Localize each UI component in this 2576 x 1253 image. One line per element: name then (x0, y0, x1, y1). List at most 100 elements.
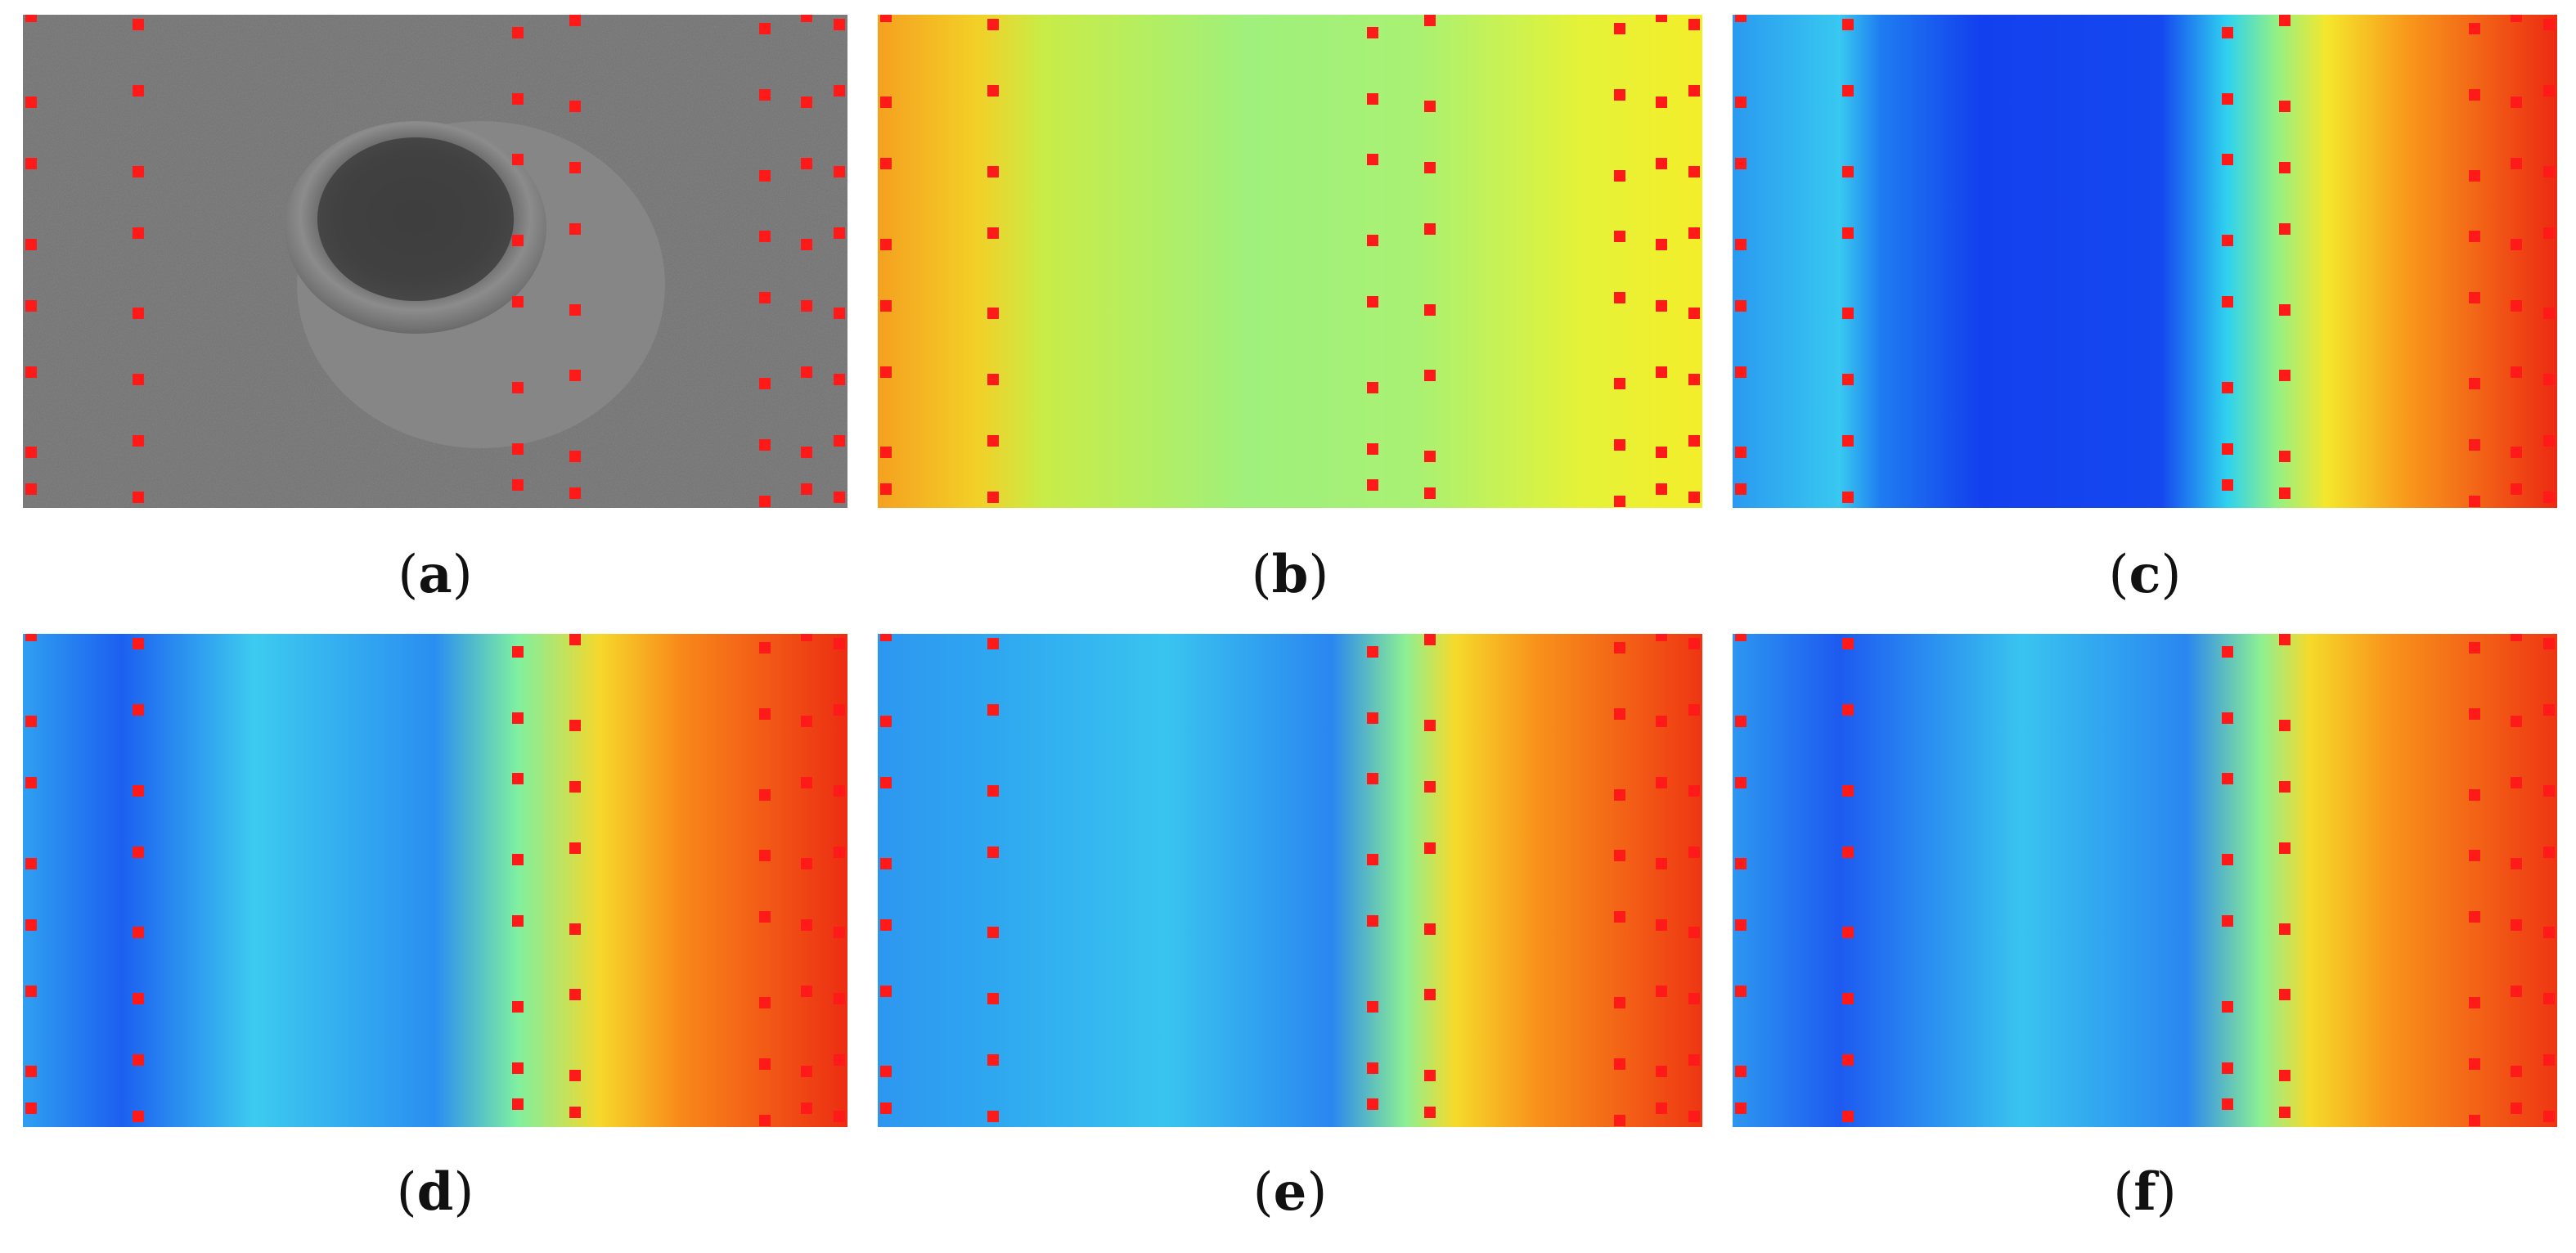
control-point-marker (800, 1066, 812, 1078)
control-point-marker (2469, 169, 2481, 182)
control-point-marker (133, 927, 145, 939)
control-point-marker (2279, 923, 2291, 935)
panel-e (878, 634, 1702, 1127)
control-point-marker (833, 84, 845, 97)
control-point-marker (133, 308, 145, 320)
control-point-marker (2542, 703, 2555, 716)
control-point-marker (1842, 927, 1854, 939)
control-point-marker (2469, 88, 2481, 101)
control-point-marker (2510, 158, 2522, 170)
control-point-marker (1688, 374, 1700, 386)
control-point-marker (2221, 92, 2233, 105)
control-point-marker (569, 451, 582, 463)
control-point-marker (1842, 308, 1854, 320)
control-point-marker (2279, 303, 2291, 316)
control-point-marker (2542, 165, 2555, 177)
control-point-marker (1366, 1062, 1378, 1074)
control-point-marker (987, 927, 1000, 939)
heatmap-b (878, 15, 1702, 508)
control-point-marker (2279, 101, 2291, 113)
control-point-marker (1366, 773, 1378, 785)
control-point-marker (833, 1110, 845, 1122)
control-point-marker (880, 716, 892, 728)
control-point-marker (25, 447, 38, 459)
control-point-marker (511, 914, 524, 927)
control-point-marker (1735, 158, 1747, 170)
control-point-marker (880, 1066, 892, 1078)
control-point-marker (569, 101, 582, 113)
control-point-marker (1366, 479, 1378, 492)
control-point-marker (511, 381, 524, 393)
control-point-marker (987, 993, 1000, 1005)
control-point-marker (1366, 1098, 1378, 1111)
control-point-marker (2510, 483, 2522, 496)
caption-a: (a) (398, 544, 473, 605)
control-point-marker (511, 773, 524, 785)
control-point-marker (1614, 707, 1626, 720)
control-point-marker (2279, 1070, 2291, 1082)
control-point-marker (1688, 308, 1700, 320)
control-point-marker (2279, 451, 2291, 463)
control-point-marker (1735, 985, 1747, 997)
control-point-marker (833, 308, 845, 320)
control-point-marker (880, 299, 892, 312)
control-point-marker (1842, 784, 1854, 797)
control-point-marker (1688, 434, 1700, 447)
control-point-marker (133, 638, 145, 650)
control-point-marker (987, 165, 1000, 177)
control-point-marker (1655, 918, 1667, 931)
control-point-marker (2469, 438, 2481, 451)
control-point-marker (1366, 295, 1378, 308)
control-point-marker (569, 1106, 582, 1118)
control-point-marker (759, 169, 771, 182)
control-point-marker (800, 716, 812, 728)
control-point-marker (2279, 222, 2291, 235)
control-point-marker (2542, 927, 2555, 939)
control-point-marker (2510, 1066, 2522, 1078)
control-point-marker (133, 993, 145, 1005)
caption-b: (b) (1251, 544, 1329, 605)
control-point-marker (1424, 1070, 1436, 1082)
control-point-marker (880, 1103, 892, 1115)
control-point-marker (511, 154, 524, 166)
caption-d: (d) (396, 1161, 474, 1223)
control-point-marker (800, 918, 812, 931)
control-point-marker (1614, 88, 1626, 101)
control-point-marker (569, 1070, 582, 1082)
heatmap-f (1733, 634, 2557, 1127)
control-point-marker (2542, 434, 2555, 447)
control-point-marker (759, 788, 771, 801)
control-point-marker (2221, 381, 2233, 393)
control-point-marker (133, 374, 145, 386)
control-point-marker (1842, 703, 1854, 716)
control-point-marker (880, 857, 892, 869)
control-point-marker (1614, 850, 1626, 862)
control-point-marker (2542, 374, 2555, 386)
control-point-marker (25, 483, 38, 496)
control-point-marker (880, 985, 892, 997)
control-point-marker (569, 222, 582, 235)
control-point-marker (569, 303, 582, 316)
control-point-marker (759, 378, 771, 390)
control-point-marker (1842, 1053, 1854, 1066)
control-point-marker (2279, 780, 2291, 793)
control-point-marker (25, 1103, 38, 1115)
control-point-marker (1424, 222, 1436, 235)
control-point-marker (1424, 923, 1436, 935)
control-point-marker (2221, 1062, 2233, 1074)
control-point-marker (1842, 374, 1854, 386)
control-point-marker (1688, 491, 1700, 503)
control-point-marker (2469, 1114, 2481, 1126)
control-point-marker (1366, 645, 1378, 658)
control-point-marker (2510, 97, 2522, 109)
control-point-marker (511, 295, 524, 308)
control-point-marker (133, 227, 145, 239)
control-point-marker (511, 235, 524, 247)
control-point-marker (2279, 161, 2291, 173)
control-point-marker (2510, 777, 2522, 789)
control-point-marker (1688, 19, 1700, 31)
control-point-marker (511, 712, 524, 724)
control-point-marker (1688, 993, 1700, 1005)
control-point-marker (1614, 378, 1626, 390)
control-point-marker (2510, 447, 2522, 459)
